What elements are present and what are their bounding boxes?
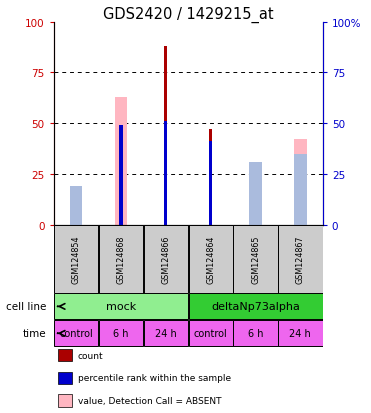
Bar [54,320,98,347]
Bar [99,320,143,347]
Bar [294,140,306,225]
Bar [278,320,322,347]
Bar [209,130,212,225]
Text: control: control [194,328,227,339]
Text: 6 h: 6 h [113,328,129,339]
Bar [54,294,188,320]
Text: time: time [23,328,46,339]
Bar [70,201,82,225]
Bar [278,225,322,293]
Bar [233,225,278,293]
Bar [164,122,167,225]
Text: GSM124866: GSM124866 [161,235,170,283]
Text: GSM124854: GSM124854 [72,235,81,283]
Text: deltaNp73alpha: deltaNp73alpha [211,301,300,312]
Bar [294,154,306,225]
Text: control: control [59,328,93,339]
Text: 24 h: 24 h [289,328,311,339]
Bar [209,142,212,225]
Bar [249,164,262,225]
Text: value, Detection Call = ABSENT: value, Detection Call = ABSENT [78,396,221,405]
Text: mock: mock [106,301,136,312]
Text: cell line: cell line [6,301,46,312]
Bar [54,225,98,293]
Bar [249,162,262,225]
Text: 6 h: 6 h [248,328,263,339]
Bar [233,320,278,347]
Title: GDS2420 / 1429215_at: GDS2420 / 1429215_at [103,7,273,23]
Text: percentile rank within the sample: percentile rank within the sample [78,373,231,382]
Text: 24 h: 24 h [155,328,177,339]
Bar [99,225,143,293]
Bar [115,97,127,225]
Bar [188,294,322,320]
Text: GSM124865: GSM124865 [251,235,260,283]
Bar [188,225,233,293]
Bar [188,320,233,347]
Bar [144,320,188,347]
Bar [164,47,167,225]
Bar [144,225,188,293]
Bar [70,187,82,225]
Text: count: count [78,351,104,360]
Text: GSM124868: GSM124868 [116,235,125,283]
Text: GSM124864: GSM124864 [206,235,215,283]
Text: GSM124867: GSM124867 [296,235,305,283]
Bar [119,126,122,225]
